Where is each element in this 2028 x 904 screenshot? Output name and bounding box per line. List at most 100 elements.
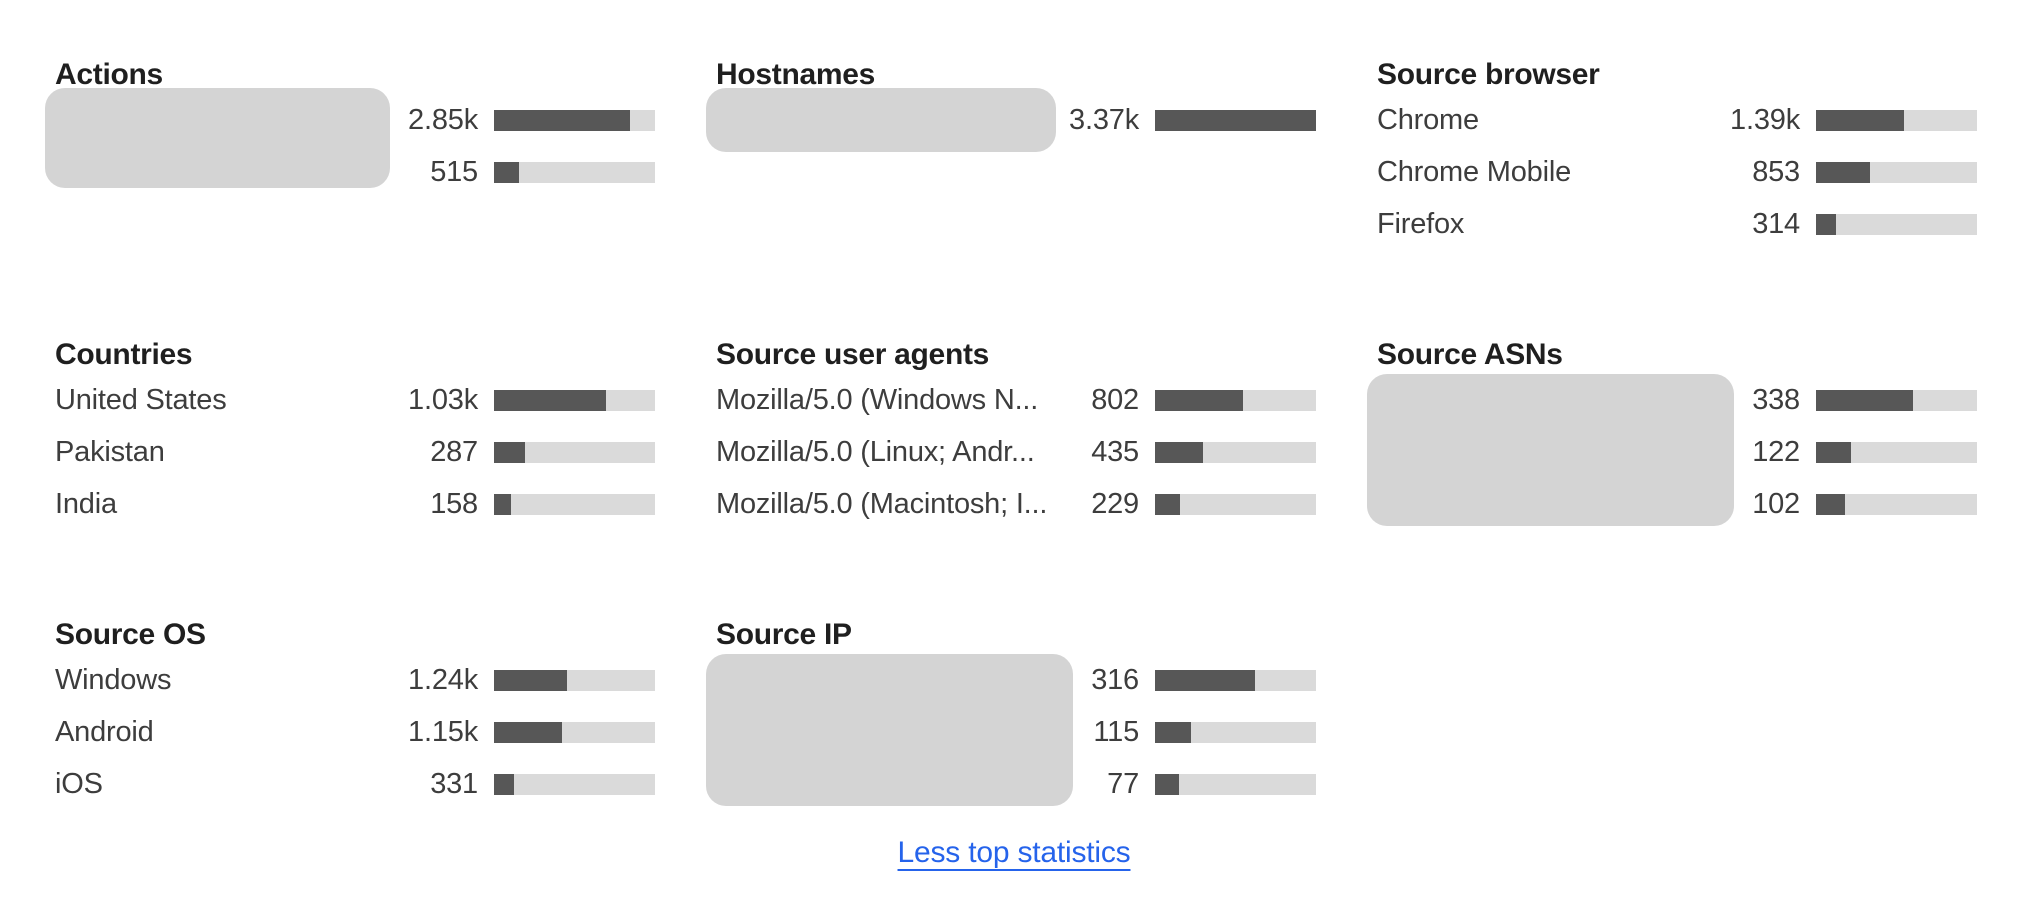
row-label: Windows — [55, 663, 172, 696]
stat-row: 515 — [55, 146, 655, 198]
bar-fill — [494, 441, 526, 463]
row-label: United States — [55, 383, 227, 416]
row-value: 802 — [1091, 383, 1139, 416]
row-bar — [494, 109, 655, 131]
row-bar — [494, 493, 655, 515]
stats-section: Source ASNs 338 122 102 — [1367, 338, 1977, 530]
bar-fill — [1816, 493, 1846, 515]
row-value: 316 — [1091, 663, 1139, 696]
section-title: Source OS — [55, 618, 206, 651]
row-value: 1.15k — [408, 715, 478, 748]
section-title: Hostnames — [716, 58, 876, 91]
row-value: 853 — [1752, 155, 1800, 188]
row-value: 1.39k — [1730, 103, 1800, 136]
footer: Less top statistics — [0, 836, 2028, 870]
less-top-statistics-link[interactable]: Less top statistics — [897, 836, 1131, 869]
section-rows: 3.37k — [706, 88, 1316, 152]
section-title: Actions — [55, 58, 163, 91]
row-bar — [494, 441, 655, 463]
row-value: 3.37k — [1069, 103, 1139, 136]
bar-fill — [494, 109, 631, 131]
row-label: Pakistan — [55, 435, 165, 468]
row-value: 229 — [1091, 487, 1139, 520]
row-value: 1.24k — [408, 663, 478, 696]
row-label: Mozilla/5.0 (Macintosh; I... — [716, 487, 1048, 520]
section-title: Source ASNs — [1377, 338, 1563, 371]
row-bar — [1816, 213, 1977, 235]
bar-fill — [1816, 213, 1836, 235]
bar-fill — [1155, 441, 1203, 463]
row-value: 1.03k — [408, 383, 478, 416]
row-bar — [494, 773, 655, 795]
stat-row: 77 — [716, 758, 1316, 810]
section-rows: 338 122 102 — [1367, 374, 1977, 530]
row-bar — [1155, 109, 1316, 131]
row-label: Android — [55, 715, 154, 748]
stat-row: 2.85k — [55, 94, 655, 146]
stat-row: Android 1.15k — [55, 706, 655, 758]
row-bar — [1155, 493, 1316, 515]
row-bar — [1816, 493, 1977, 515]
row-bar — [1155, 721, 1316, 743]
redacted-label-box — [45, 88, 390, 188]
bar-fill — [494, 721, 563, 743]
stat-row: 3.37k — [716, 94, 1316, 146]
bar-fill — [494, 669, 568, 691]
row-value: 77 — [1107, 767, 1139, 800]
row-bar — [1155, 773, 1316, 795]
bar-fill — [1816, 389, 1913, 411]
stat-row: 102 — [1377, 478, 1977, 530]
bar-fill — [1155, 109, 1316, 131]
row-value: 338 — [1752, 383, 1800, 416]
stat-row: United States 1.03k — [55, 374, 655, 426]
stat-row: 316 — [716, 654, 1316, 706]
section-rows: Windows 1.24k Android 1.15k iOS 331 — [55, 654, 655, 810]
section-title: Countries — [55, 338, 193, 371]
row-value: 435 — [1091, 435, 1139, 468]
section-title: Source user agents — [716, 338, 990, 371]
stat-row: India 158 — [55, 478, 655, 530]
section-rows: 2.85k 515 — [45, 88, 655, 198]
row-label: India — [55, 487, 117, 520]
row-label: Mozilla/5.0 (Linux; Andr... — [716, 435, 1035, 468]
bar-fill — [494, 493, 512, 515]
row-label: Chrome — [1377, 103, 1479, 136]
row-bar — [1155, 441, 1316, 463]
row-value: 515 — [430, 155, 478, 188]
stat-row: iOS 331 — [55, 758, 655, 810]
stats-section: Source browser Chrome 1.39k Chrome Mobil… — [1377, 58, 1977, 250]
row-value: 314 — [1752, 207, 1800, 240]
row-bar — [1816, 109, 1977, 131]
stats-section: Source IP 316 115 77 — [706, 618, 1316, 810]
bar-fill — [1816, 441, 1851, 463]
stats-section: Countries United States 1.03k Pakistan 2… — [55, 338, 655, 530]
row-bar — [1816, 441, 1977, 463]
row-value: 115 — [1093, 715, 1139, 748]
section-rows: Chrome 1.39k Chrome Mobile 853 Firefox 3… — [1377, 94, 1977, 250]
bar-fill — [1155, 721, 1192, 743]
stat-row: Mozilla/5.0 (Macintosh; I... 229 — [716, 478, 1316, 530]
row-bar — [1816, 161, 1977, 183]
bar-fill — [1155, 493, 1181, 515]
row-value: 102 — [1752, 487, 1800, 520]
redacted-label-box — [706, 654, 1073, 806]
row-bar — [494, 161, 655, 183]
stat-row: Mozilla/5.0 (Windows N... 802 — [716, 374, 1316, 426]
bar-fill — [1816, 109, 1904, 131]
bar-fill — [1816, 161, 1870, 183]
section-rows: Mozilla/5.0 (Windows N... 802 Mozilla/5.… — [716, 374, 1316, 530]
bar-fill — [1155, 773, 1180, 795]
bar-fill — [1155, 669, 1256, 691]
row-value: 287 — [430, 435, 478, 468]
row-bar — [494, 389, 655, 411]
stat-row: 338 — [1377, 374, 1977, 426]
redacted-label-box — [706, 88, 1056, 152]
bar-fill — [494, 389, 607, 411]
section-title: Source browser — [1377, 58, 1600, 91]
row-value: 331 — [430, 767, 478, 800]
row-label: Firefox — [1377, 207, 1465, 240]
top-statistics-panel: Actions 2.85k 515 Hostnames 3.37k Source… — [45, 58, 1977, 810]
stats-section: Source user agents Mozilla/5.0 (Windows … — [716, 338, 1316, 530]
stat-row: Mozilla/5.0 (Linux; Andr... 435 — [716, 426, 1316, 478]
stat-row: Chrome Mobile 853 — [1377, 146, 1977, 198]
